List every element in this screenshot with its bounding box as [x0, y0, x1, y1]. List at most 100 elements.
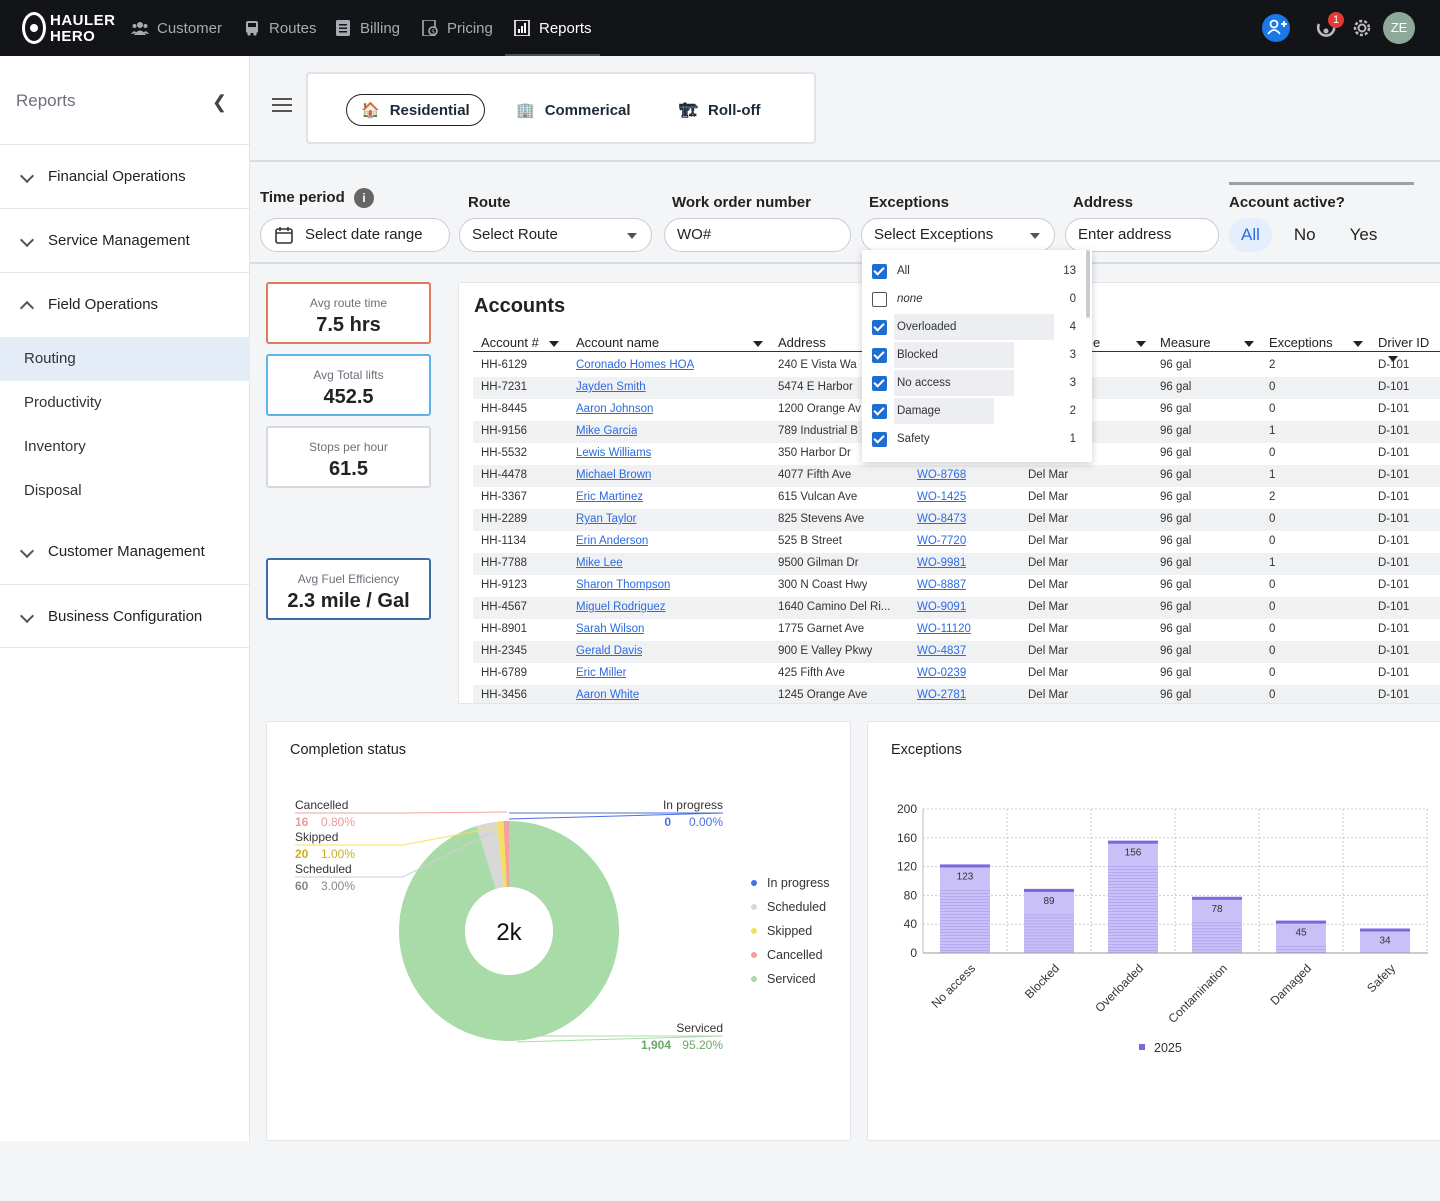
notifications-button[interactable]: 1 [1314, 12, 1344, 42]
work-order-link[interactable]: WO-4837 [917, 645, 967, 657]
cell-work-order[interactable]: WO-8887 [917, 579, 966, 591]
account-link[interactable]: Eric Miller [576, 667, 627, 679]
nav-customer[interactable]: Customer [131, 0, 222, 56]
account-link[interactable]: Erin Anderson [576, 535, 649, 547]
checkbox-checked[interactable] [872, 264, 887, 279]
hauler-hero-logo[interactable]: HAULER HERO [22, 10, 115, 46]
table-row[interactable]: HH-4567 Miguel Rodriguez 1640 Camino Del R… [473, 597, 1440, 619]
sidebar-item-productivity[interactable]: Productivity [24, 394, 102, 411]
work-order-link[interactable]: WO-7720 [917, 535, 967, 547]
cell-work-order[interactable]: WO-7720 [917, 535, 966, 547]
table-row[interactable]: HH-5532 Lewis Williams 350 Harbor Dr 96 gal… [473, 443, 1440, 465]
table-row[interactable]: HH-8445 Aaron Johnson 1200 Orange Av 96 gal… [473, 399, 1440, 421]
tab-residential[interactable]: 🏠 Residential [346, 94, 485, 126]
cell-account-name[interactable]: Sarah Wilson [576, 623, 644, 635]
account-link[interactable]: Michael Brown [576, 469, 652, 481]
cell-account-name[interactable]: Aaron Johnson [576, 403, 653, 415]
work-order-link[interactable]: WO-8887 [917, 579, 967, 591]
col-account-name[interactable]: Account name [576, 335, 763, 350]
work-order-link[interactable]: WO-8768 [917, 469, 967, 481]
exceptions-select[interactable]: Select Exceptions [861, 218, 1055, 252]
account-link[interactable]: Ryan Taylor [576, 513, 637, 525]
table-row[interactable]: HH-6129 Coronado Homes HOA 240 E Vista Wa 9… [473, 355, 1440, 377]
col-account-number[interactable]: Account # [481, 335, 559, 350]
account-link[interactable]: Jayden Smith [576, 381, 646, 393]
route-select[interactable]: Select Route [459, 218, 652, 252]
cell-work-order[interactable]: WO-1425 [917, 491, 966, 503]
work-order-link[interactable]: WO-9091 [917, 601, 967, 613]
sidebar-section-service-management[interactable]: Service Management [0, 208, 250, 272]
work-order-link[interactable]: WO-1425 [917, 491, 967, 503]
account-link[interactable]: Aaron Johnson [576, 403, 654, 415]
account-link[interactable]: Mike Garcia [576, 425, 638, 437]
sidebar-section-business-configuration[interactable]: Business Configuration [0, 584, 250, 648]
table-row[interactable]: HH-9123 Sharon Thompson 300 N Coast Hwy WO-… [473, 575, 1440, 597]
checkbox-checked[interactable] [872, 432, 887, 447]
settings-button[interactable] [1351, 17, 1373, 39]
nav-reports[interactable]: Reports [505, 0, 600, 56]
sidebar-item-disposal[interactable]: Disposal [24, 482, 82, 499]
account-link[interactable]: Eric Martinez [576, 491, 644, 503]
table-row[interactable]: HH-7788 Mike Lee 9500 Gilman Dr WO-9981 Del … [473, 553, 1440, 575]
cell-account-name[interactable]: Mike Lee [576, 557, 623, 569]
work-order-link[interactable]: WO-9981 [917, 557, 967, 569]
cell-account-name[interactable]: Lewis Williams [576, 447, 651, 459]
col-exceptions[interactable]: Exceptions [1269, 335, 1363, 350]
account-link[interactable]: Coronado Homes HOA [576, 359, 695, 371]
tab-roll-off[interactable]: 🏗 Roll-off [665, 94, 775, 126]
cell-account-name[interactable]: Ryan Taylor [576, 513, 637, 525]
sidebar-item-inventory[interactable]: Inventory [24, 438, 86, 455]
cell-account-name[interactable]: Michael Brown [576, 469, 651, 481]
cell-work-order[interactable]: WO-8473 [917, 513, 966, 525]
work-order-link[interactable]: WO-0239 [917, 667, 967, 679]
date-range-picker[interactable]: Select date range [260, 218, 450, 252]
cell-account-name[interactable]: Sharon Thompson [576, 579, 670, 591]
cell-work-order[interactable]: WO-0239 [917, 667, 966, 679]
active-option-no[interactable]: No [1293, 225, 1316, 244]
cell-work-order[interactable]: WO-9981 [917, 557, 966, 569]
checkbox-checked[interactable] [872, 320, 887, 335]
cell-work-order[interactable]: WO-8768 [917, 469, 966, 481]
sidebar-item-routing[interactable]: Routing [0, 337, 250, 381]
table-row[interactable]: HH-2289 Ryan Taylor 825 Stevens Ave WO-8473… [473, 509, 1440, 531]
exception-option-overloaded[interactable]: Overloaded 4 [862, 314, 1084, 340]
nav-routes[interactable]: Routes [243, 0, 317, 56]
account-link[interactable]: Aaron White [576, 689, 640, 701]
table-row[interactable]: HH-3456 Aaron White 1245 Orange Ave WO-2781… [473, 685, 1440, 703]
exception-option-safety[interactable]: Safety 1 [862, 426, 1084, 452]
sidebar-section-financial-operations[interactable]: Financial Operations [0, 144, 250, 208]
address-input[interactable]: Enter address [1065, 218, 1219, 252]
table-row[interactable]: HH-3367 Eric Martinez 615 Vulcan Ave WO-142… [473, 487, 1440, 509]
cell-account-name[interactable]: Jayden Smith [576, 381, 646, 393]
tab-commercial[interactable]: 🏢 Commerical [502, 94, 645, 126]
col-driver-id[interactable]: Driver ID [1378, 335, 1440, 365]
avatar[interactable]: ZE [1383, 12, 1415, 44]
checkbox-unchecked[interactable] [872, 292, 887, 307]
cell-account-name[interactable]: Miguel Rodriguez [576, 601, 666, 613]
cell-work-order[interactable]: WO-2781 [917, 689, 966, 701]
account-link[interactable]: Sarah Wilson [576, 623, 645, 635]
cell-account-name[interactable]: Eric Martinez [576, 491, 643, 503]
work-order-link[interactable]: WO-2781 [917, 689, 967, 701]
cell-account-name[interactable]: Aaron White [576, 689, 639, 701]
exception-option-no-access[interactable]: No access 3 [862, 370, 1084, 396]
nav-pricing[interactable]: $ Pricing [421, 0, 493, 56]
exception-option-blocked[interactable]: Blocked 3 [862, 342, 1084, 368]
table-row[interactable]: HH-4478 Michael Brown 4077 Fifth Ave WO-876… [473, 465, 1440, 487]
cell-account-name[interactable]: Coronado Homes HOA [576, 359, 694, 371]
checkbox-checked[interactable] [872, 404, 887, 419]
table-row[interactable]: HH-1134 Erin Anderson 525 B Street WO-7720 D… [473, 531, 1440, 553]
hamburger-menu-icon[interactable] [272, 98, 292, 114]
sidebar-section-field-operations[interactable]: Field Operations [0, 272, 250, 336]
active-option-yes[interactable]: Yes [1349, 225, 1378, 244]
work-order-input[interactable]: WO# [664, 218, 851, 252]
account-link[interactable]: Miguel Rodriguez [576, 601, 666, 613]
cell-account-name[interactable]: Mike Garcia [576, 425, 637, 437]
work-order-link[interactable]: WO-8473 [917, 513, 967, 525]
account-link[interactable]: Gerald Davis [576, 645, 643, 657]
col-address[interactable]: Address [778, 335, 826, 350]
exception-option-all[interactable]: All 13 [862, 258, 1084, 284]
cell-account-name[interactable]: Erin Anderson [576, 535, 648, 547]
cell-account-name[interactable]: Eric Miller [576, 667, 626, 679]
table-row[interactable]: HH-2345 Gerald Davis 900 E Valley Pkwy WO-4… [473, 641, 1440, 663]
